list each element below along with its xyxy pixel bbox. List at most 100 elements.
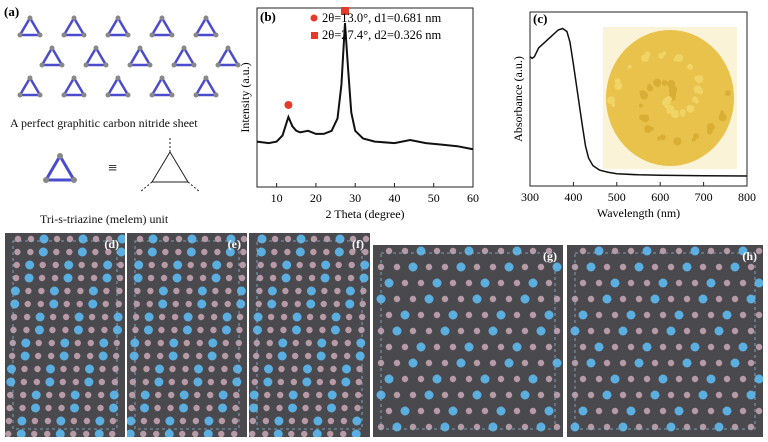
nitrogen-atom — [74, 312, 84, 322]
nitrogen-atom — [116, 247, 125, 257]
melem-unit — [171, 45, 197, 67]
carbon-atom — [13, 261, 20, 269]
nitrogen-atom — [256, 247, 266, 257]
carbon-atom — [38, 287, 45, 295]
carbon-atom — [208, 365, 215, 373]
nitrogen-atom — [658, 278, 668, 288]
carbon-atom — [71, 177, 77, 183]
carbon-atom — [39, 62, 45, 68]
nitrogen-atom — [113, 312, 123, 322]
nitrogen-atom — [38, 247, 48, 257]
nitrogen-atom — [236, 286, 246, 296]
carbon-atom — [44, 417, 52, 425]
carbon-atom — [212, 287, 219, 295]
melem-unit-ball — [43, 153, 77, 182]
carbon-atom — [61, 32, 67, 38]
carbon-atom — [362, 248, 369, 256]
carbon-atom — [355, 378, 363, 386]
nitrogen-atom — [253, 312, 263, 322]
nitrogen-atom — [31, 403, 41, 413]
nitrogen-atom — [183, 312, 193, 322]
carbon-atom — [38, 274, 46, 282]
carbon-atom — [143, 352, 151, 360]
carbon-atom — [355, 391, 362, 399]
nitrogen-atom — [98, 351, 108, 361]
carbon-atom — [425, 359, 433, 367]
nitrogen-atom — [218, 390, 228, 400]
carbon-atom — [112, 365, 119, 373]
nitrogen-atom — [320, 273, 330, 283]
carbon-atom — [331, 339, 338, 347]
carbon-atom — [14, 235, 22, 243]
carbon-atom — [196, 339, 203, 347]
carbon-atom — [344, 339, 351, 347]
carbon-atom — [195, 352, 203, 360]
nitrogen-atom — [73, 325, 83, 335]
carbon-atom — [288, 417, 296, 425]
nitrogen-atom — [84, 377, 94, 387]
nitrogen-atom — [212, 260, 222, 270]
melem-unit — [39, 45, 65, 67]
carbon-atom — [385, 311, 393, 319]
nitrogen-atom — [78, 234, 88, 244]
nitrogen-atom — [70, 403, 80, 413]
melem-unit — [17, 15, 43, 37]
carbon-atom — [10, 313, 18, 321]
carbon-atom — [133, 300, 140, 308]
nitrogen-atom — [197, 299, 207, 309]
carbon-atom — [267, 326, 274, 334]
nitrogen-atom — [218, 403, 228, 413]
nitrogen-atom — [464, 342, 474, 352]
carbon-atom — [393, 263, 401, 271]
powder-texture — [611, 102, 616, 107]
carbon-atom — [98, 391, 105, 399]
carbon-atom — [651, 327, 659, 335]
carbon-atom — [643, 375, 651, 383]
carbon-atom — [691, 311, 699, 319]
plot-frame — [256, 7, 474, 188]
carbon-atom — [481, 311, 489, 319]
nitrogen-atom — [342, 364, 351, 374]
carbon-atom — [251, 378, 259, 386]
nitrogen-atom — [211, 273, 221, 283]
nitrogen-atom — [440, 326, 450, 336]
carbon-atom — [179, 417, 187, 425]
carbon-atom — [755, 311, 763, 319]
nitrogen-atom — [384, 278, 394, 288]
carbon-atom — [521, 263, 529, 271]
carbon-atom — [303, 391, 310, 399]
nitrogen-atom — [208, 338, 218, 348]
carbon-atom — [225, 287, 232, 295]
nitrogen-atom — [634, 358, 644, 368]
powder-texture — [666, 104, 675, 113]
carbon-atom — [249, 417, 257, 425]
melem-unit — [105, 15, 131, 37]
carbon-atom — [236, 326, 243, 334]
carbon-atom — [587, 295, 595, 303]
nitrogen-atom — [85, 364, 94, 374]
carbon-atom — [149, 92, 155, 98]
carbon-atom — [643, 279, 651, 287]
carbon-atom — [579, 279, 587, 287]
carbon-atom — [187, 261, 194, 269]
nitrogen-atom — [194, 364, 203, 374]
carbon-atom — [17, 92, 23, 98]
nitrogen-atom — [182, 325, 192, 335]
nitrogen-atom — [257, 234, 267, 244]
nitrogen-atom — [544, 406, 554, 416]
equivalence-sign: ≡ — [108, 160, 118, 177]
carbon-atom — [360, 287, 367, 295]
powder-texture — [673, 57, 678, 62]
carbon-atom — [127, 62, 133, 68]
nitrogen-atom — [666, 422, 676, 432]
carbon-atom — [433, 407, 441, 415]
nitrogen-atom — [408, 262, 418, 272]
legend-marker-square — [311, 32, 318, 39]
carbon-atom — [231, 430, 238, 437]
carbon-atom — [109, 430, 116, 437]
carbon-atom — [236, 313, 244, 321]
carbon-atom — [37, 92, 43, 98]
carbon-atom — [220, 378, 228, 386]
carbon-atom — [449, 343, 457, 351]
carbon-atom — [619, 295, 627, 303]
